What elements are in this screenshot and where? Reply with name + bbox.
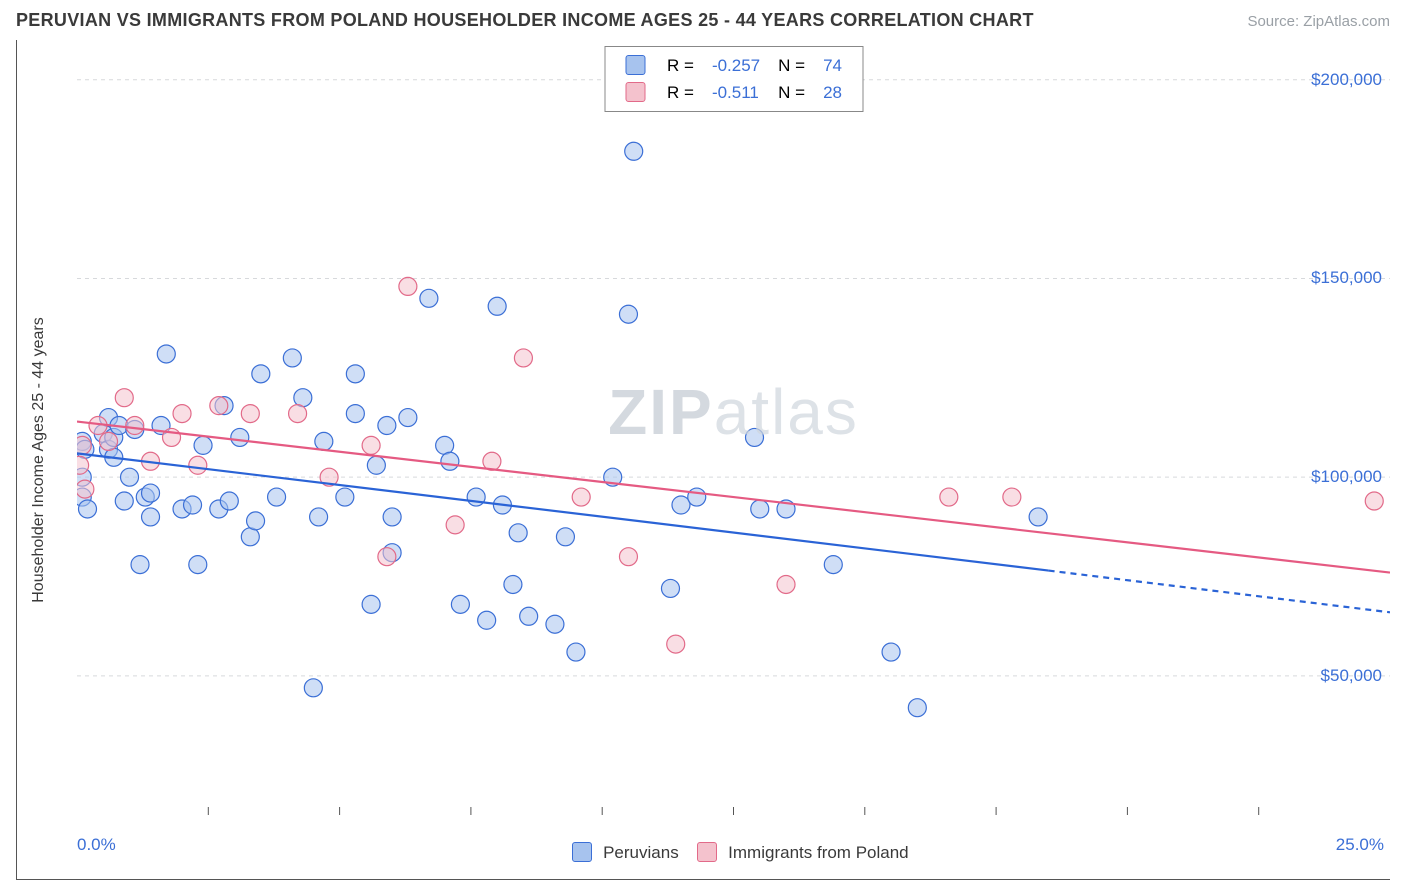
- legend-swatch-blue: [625, 55, 645, 75]
- legend-label-poland: Immigrants from Poland: [728, 843, 908, 862]
- legend-swatch-pink: [625, 82, 645, 102]
- legend-label-peruvians: Peruvians: [603, 843, 679, 862]
- y-axis-label: Householder Income Ages 25 - 44 years: [30, 317, 48, 603]
- legend-swatch-peruvians: [572, 842, 592, 862]
- chart-container: Householder Income Ages 25 - 44 years ZI…: [16, 40, 1390, 880]
- plot-area: ZIPatlas R =-0.257 N =74 R =-0.511 N =28…: [77, 40, 1390, 815]
- r-value-2: -0.511: [704, 80, 768, 105]
- legend-row-series1: R =-0.257 N =74: [617, 53, 850, 78]
- y-tick-label: $150,000: [1311, 268, 1382, 288]
- r-value-1: -0.257: [704, 53, 768, 78]
- legend-row-series2: R =-0.511 N =28: [617, 80, 850, 105]
- series-legend: Peruvians Immigrants from Poland: [77, 842, 1390, 863]
- y-tick-label: $200,000: [1311, 70, 1382, 90]
- correlation-legend: R =-0.257 N =74 R =-0.511 N =28: [604, 46, 863, 112]
- watermark: ZIPatlas: [608, 375, 859, 449]
- legend-swatch-poland: [697, 842, 717, 862]
- chart-title: PERUVIAN VS IMMIGRANTS FROM POLAND HOUSE…: [16, 10, 1034, 31]
- y-tick-label: $100,000: [1311, 467, 1382, 487]
- y-tick-label: $50,000: [1321, 666, 1382, 686]
- n-value-2: 28: [815, 80, 850, 105]
- source-label: Source: ZipAtlas.com: [1247, 13, 1390, 30]
- n-value-1: 74: [815, 53, 850, 78]
